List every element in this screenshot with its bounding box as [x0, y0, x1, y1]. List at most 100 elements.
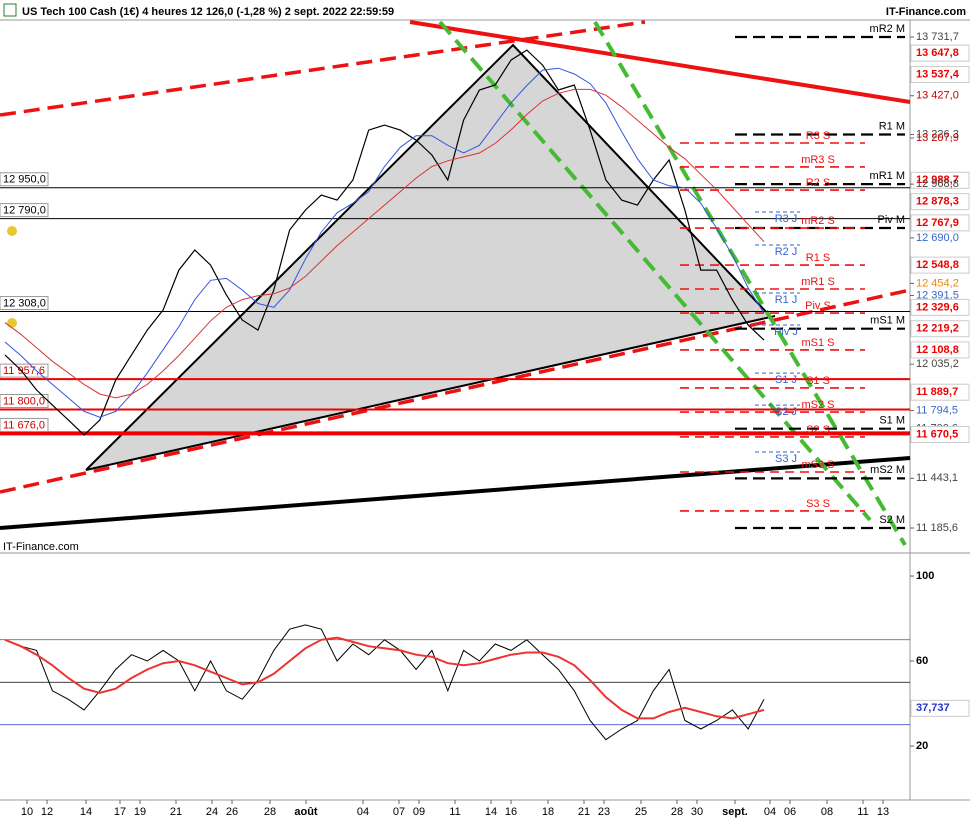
- price-label: 12 690,0: [916, 232, 959, 244]
- pivot-label: mR2 M: [870, 23, 905, 35]
- price-label: 12 108,8: [916, 344, 959, 356]
- x-tick-label: 16: [505, 806, 517, 818]
- pivot-label: R1 J: [775, 294, 798, 306]
- price-label: 12 878,3: [916, 195, 959, 207]
- reference-label: 12 308,0: [3, 297, 46, 309]
- watermark: IT-Finance.com: [3, 541, 79, 553]
- y-tick-label: 20: [916, 740, 928, 752]
- pivot-label: mR1 S: [801, 276, 835, 288]
- x-tick-label: 11: [857, 806, 868, 818]
- price-label: 12 391,5: [916, 289, 959, 301]
- alert-icon[interactable]: [7, 318, 17, 328]
- chart-title: US Tech 100 Cash (1€) 4 heures 12 126,0 …: [22, 6, 394, 18]
- price-label: 12 988,7: [916, 174, 959, 186]
- pivot-label: mS1 S: [801, 337, 834, 349]
- price-label: 13 207,9: [916, 132, 959, 144]
- series-line: [4, 636, 765, 720]
- pattern-area: [86, 45, 770, 470]
- trend-line: [0, 288, 911, 494]
- pivot-label: mS3 S: [801, 459, 834, 471]
- pivot-label: S2 M: [879, 514, 905, 526]
- pivot-label: S3 J: [775, 453, 797, 465]
- x-tick-label: 14: [485, 806, 497, 818]
- pivot-label: mS2 S: [801, 399, 834, 411]
- x-tick-label: août: [294, 806, 318, 818]
- value-label: 37,737: [916, 702, 950, 714]
- reference-label-box: [0, 363, 49, 378]
- x-tick-label: 04: [357, 806, 369, 818]
- pivot-label: R1 M: [879, 120, 905, 132]
- price-label: 11 889,7: [916, 386, 958, 398]
- price-label: 11 794,5: [916, 404, 958, 416]
- reference-label: 11 957,6: [3, 365, 45, 377]
- series-line: [4, 49, 765, 436]
- pivot-label: mS2 M: [870, 464, 905, 476]
- x-tick-label: 28: [264, 806, 276, 818]
- alert-icon[interactable]: [7, 226, 17, 236]
- y-tick-label: 60: [916, 655, 928, 667]
- x-tick-label: 08: [821, 806, 833, 818]
- reference-label-box: [0, 203, 49, 218]
- channel-line: [593, 20, 907, 547]
- price-label-box: [910, 214, 970, 232]
- price-label-box: [910, 44, 970, 62]
- pivot-label: mS1 M: [870, 315, 905, 327]
- pivot-label: Piv M: [878, 214, 906, 226]
- x-tick-label: 26: [226, 806, 238, 818]
- reference-label-box: [0, 296, 49, 311]
- price-label: 12 035,2: [916, 358, 959, 370]
- price-label: 12 548,8: [916, 259, 959, 271]
- series-line: [4, 88, 765, 399]
- reference-label: 11 800,0: [3, 395, 45, 407]
- header: [0, 0, 970, 20]
- price-label: 11 670,5: [916, 428, 958, 440]
- x-tick-label: 07: [393, 806, 405, 818]
- price-label: 12 968,8: [916, 178, 959, 190]
- price-label: 13 537,4: [916, 68, 960, 80]
- trend-line: [0, 456, 911, 530]
- pivot-label: S1 J: [775, 374, 797, 386]
- x-tick-label: 09: [413, 806, 425, 818]
- price-label-box: [910, 298, 970, 316]
- pivot-label: S3 S: [806, 498, 830, 510]
- price-label-box: [910, 383, 970, 401]
- x-tick-label: 18: [542, 806, 554, 818]
- x-tick-label: 28: [671, 806, 683, 818]
- pivot-label: S1 M: [879, 415, 905, 427]
- x-tick-label: sept.: [722, 806, 748, 818]
- chart-icon: [3, 3, 17, 17]
- pattern-line: [85, 43, 771, 471]
- pattern-base: [85, 315, 776, 471]
- x-tick-label: 30: [691, 806, 703, 818]
- trend-line: [409, 20, 911, 104]
- x-tick-label: 19: [134, 806, 146, 818]
- price-label: 13 731,7: [916, 31, 959, 43]
- reference-label: 12 950,0: [3, 174, 46, 186]
- price-label-box: [910, 341, 970, 359]
- pivot-label: R2 S: [806, 177, 830, 189]
- pivot-label: mR3 S: [801, 154, 835, 166]
- trend-lines: [0, 20, 911, 547]
- channel-line: [438, 20, 872, 522]
- price-label: 13 647,8: [916, 47, 959, 59]
- pivot-label: mR2 S: [801, 215, 835, 227]
- price-label-box: [910, 171, 970, 189]
- x-tick-label: 23: [598, 806, 610, 818]
- source: IT-Finance.com: [886, 6, 966, 18]
- reference-label: 12 790,0: [3, 205, 46, 217]
- pivot-label: Piv S: [805, 300, 831, 312]
- pivot-label: S2 J: [775, 406, 797, 418]
- x-tick-label: 14: [80, 806, 92, 818]
- price-label-box: [910, 193, 970, 211]
- x-tick-label: 04: [764, 806, 776, 818]
- pivot-label: S1 S: [806, 375, 830, 387]
- price-label: 13 226,3: [916, 128, 959, 140]
- price-label: 12 767,9: [916, 217, 959, 229]
- reference-label-box: [0, 172, 49, 187]
- x-tick-label: 24: [206, 806, 218, 818]
- x-tick-label: 17: [114, 806, 126, 818]
- x-tick-label: 10: [21, 806, 33, 818]
- price-label: 12 219,2: [916, 323, 959, 335]
